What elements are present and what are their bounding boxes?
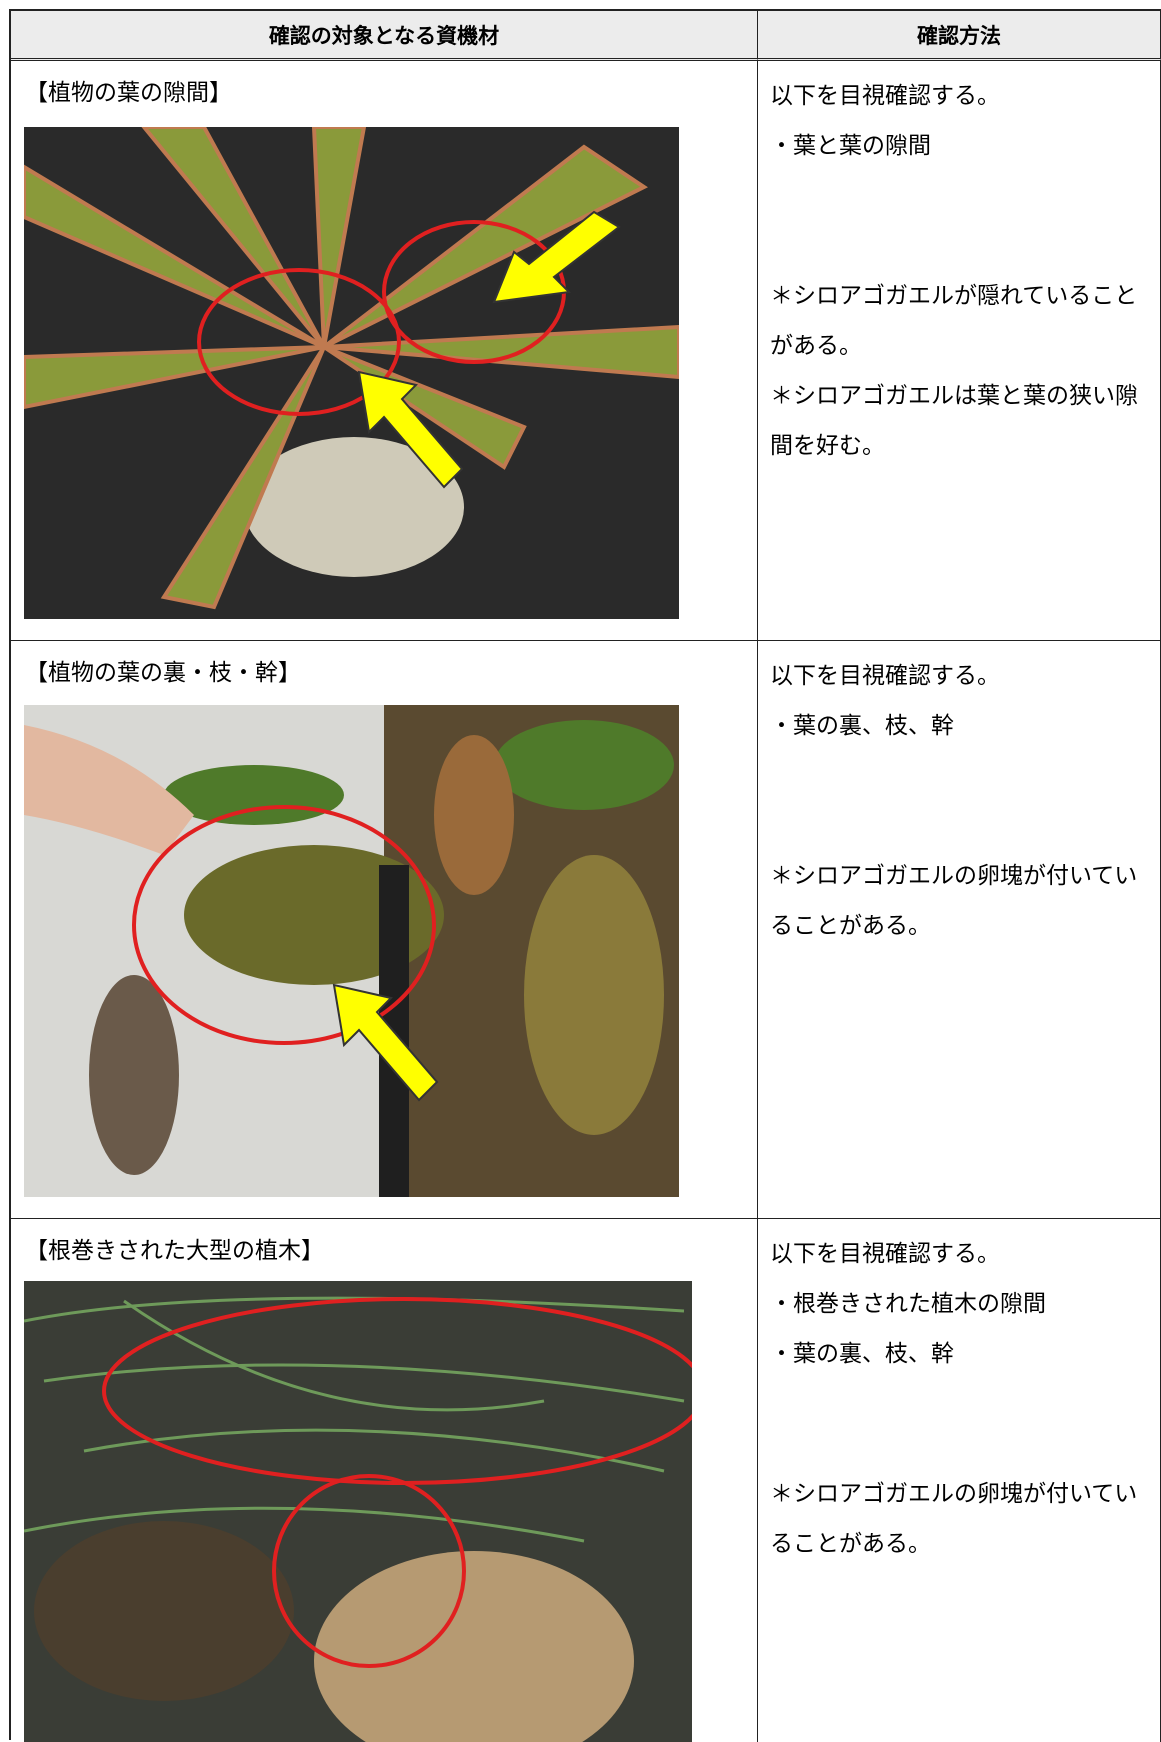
header-cell: 確認の対象となる資機材 — [11, 11, 758, 61]
photo — [24, 127, 679, 619]
header-cell: 確認方法 — [758, 11, 1161, 61]
item-cell: 【植物の葉の隙間】 — [11, 61, 758, 641]
item-title: 【植物の葉の隙間】 — [25, 80, 232, 106]
photo — [24, 1281, 692, 1742]
header-text: 確認方法 — [917, 23, 1001, 48]
item-title: 【根巻きされた大型の植木】 — [25, 1238, 324, 1264]
method-text: ・葉の裏、枝、幹 — [770, 713, 954, 739]
method-text: 以下を目視確認する。 — [770, 1241, 1000, 1267]
note-text: ＊シロアゴガエルが隠れていることがある。 — [770, 283, 1138, 359]
item-cell: 【植物の葉の裏・枝・幹】 — [11, 641, 758, 1219]
method-text: ・葉の裏、枝、幹 — [770, 1341, 954, 1367]
item-cell: 【根巻きされた大型の植木】 — [11, 1219, 758, 1742]
item-title: 【植物の葉の裏・枝・幹】 — [25, 660, 301, 686]
header-text: 確認の対象となる資機材 — [268, 23, 500, 48]
method-cell: 以下を目視確認する。 ・根巻きされた植木の隙間 ・葉の裏、枝、幹 ＊シロアゴガエ… — [758, 1219, 1161, 1742]
method-text: ・根巻きされた植木の隙間 — [770, 1291, 1046, 1317]
method-text: 以下を目視確認する。 — [770, 663, 1000, 689]
note-text: ＊シロアゴガエルは葉と葉の狭い隙間を好む。 — [770, 383, 1138, 459]
note-text: ＊シロアゴガエルの卵塊が付いていることがある。 — [770, 863, 1138, 939]
table: 確認の対象となる資機材 確認方法 【植物の葉の隙間】 以下を目視確認する。 ・葉… — [9, 9, 1161, 1742]
note-text: ＊シロアゴガエルの卵塊が付いていることがある。 — [770, 1481, 1138, 1557]
method-cell: 以下を目視確認する。 ・葉と葉の隙間 ＊シロアゴガエルが隠れていることがある。 ＊… — [758, 61, 1161, 641]
method-cell: 以下を目視確認する。 ・葉の裏、枝、幹 ＊シロアゴガエルの卵塊が付いていることが… — [758, 641, 1161, 1219]
photo — [24, 705, 679, 1197]
method-text: 以下を目視確認する。 — [770, 83, 1000, 109]
method-text: ・葉と葉の隙間 — [770, 133, 931, 159]
